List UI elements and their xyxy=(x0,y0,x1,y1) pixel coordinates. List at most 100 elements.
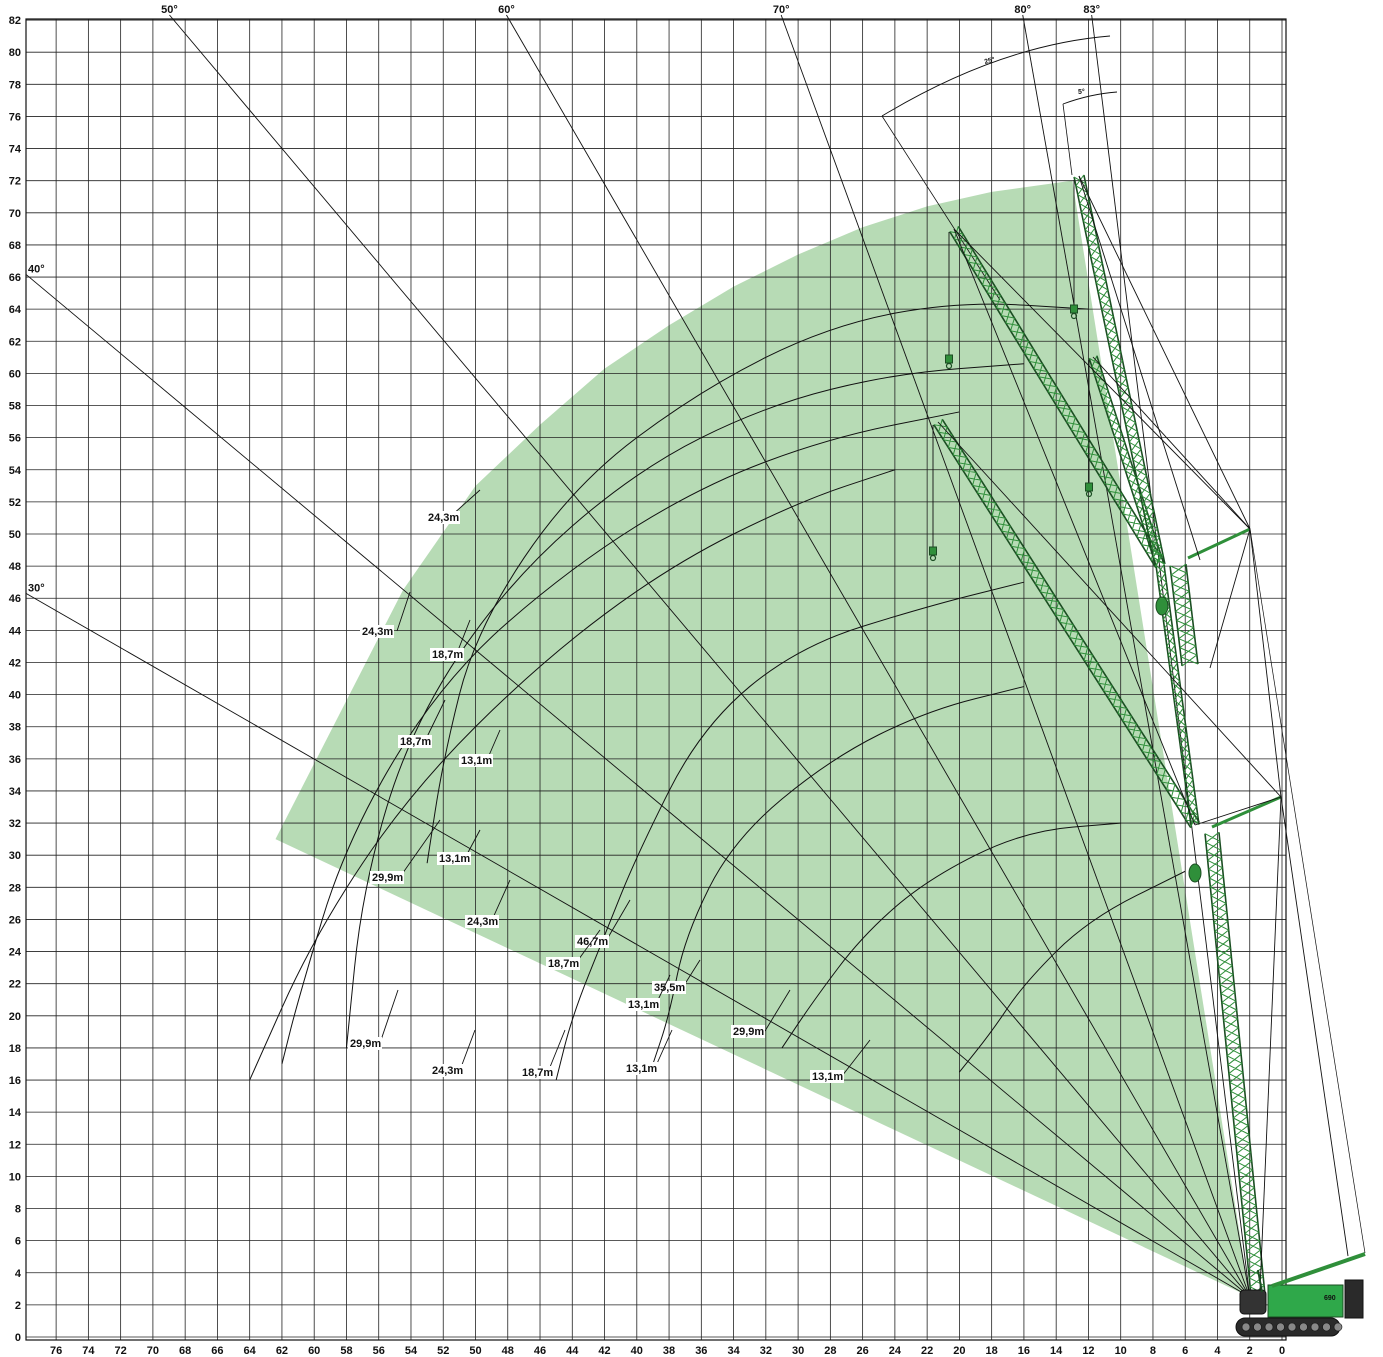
x-tick-label: 16 xyxy=(1018,1345,1030,1357)
y-tick-label: 50 xyxy=(9,529,21,541)
x-tick-label: 0 xyxy=(1279,1345,1285,1357)
curve-label-leader xyxy=(654,1029,673,1069)
plot-frame xyxy=(25,18,1287,1341)
lacing xyxy=(949,226,1165,568)
boom-length-label: 24,3m xyxy=(467,916,498,928)
offset-angle-label: 25° xyxy=(983,55,995,66)
boom-length-label: 18,7m xyxy=(400,736,431,748)
boom-angle-line xyxy=(780,14,1251,1298)
curve-label-bg xyxy=(360,625,394,638)
lacing xyxy=(1155,564,1200,826)
working-range-area xyxy=(275,180,1250,1297)
y-tick-label: 56 xyxy=(9,433,21,445)
y-tick-label: 76 xyxy=(9,111,21,123)
boom-length-label: 13,1m xyxy=(461,755,492,767)
main-boom xyxy=(1204,831,1266,1297)
y-tick-label: 24 xyxy=(9,947,22,959)
hook xyxy=(1070,312,1078,320)
guy-cable xyxy=(1078,175,1201,561)
y-tick-label: 54 xyxy=(9,465,22,477)
boom-length-label: 13,1m xyxy=(439,853,470,865)
hook xyxy=(1085,490,1093,498)
x-tick-label: 34 xyxy=(727,1345,740,1357)
x-tick-label: 8 xyxy=(1150,1345,1156,1357)
hook xyxy=(945,362,953,370)
y-tick-label: 0 xyxy=(15,1332,21,1344)
boom-length-label: 24,3m xyxy=(362,626,393,638)
guy-cable xyxy=(1194,796,1282,826)
y-tick-label: 82 xyxy=(9,15,21,27)
y-tick-label: 6 xyxy=(15,1236,21,1248)
main-hook-upper xyxy=(1155,596,1169,616)
y-tick-label: 34 xyxy=(9,786,22,798)
x-tick-label: 18 xyxy=(986,1345,998,1357)
luffing-jib-steep xyxy=(1088,355,1165,567)
y-tick-label: 14 xyxy=(9,1107,22,1119)
track-roller xyxy=(1310,1322,1320,1332)
y-tick-label: 8 xyxy=(15,1204,21,1216)
range-curve xyxy=(345,363,1024,1048)
main-hook-lower xyxy=(1188,863,1202,883)
y-tick-label: 32 xyxy=(9,818,21,830)
track-roller xyxy=(1299,1322,1308,1332)
guy-cable xyxy=(1092,356,1251,530)
boom-length-label: 18,7m xyxy=(522,1067,553,1079)
x-tick-label: 24 xyxy=(889,1345,902,1357)
x-tick-label: 62 xyxy=(276,1345,288,1357)
crawler-crane-base: 690 xyxy=(1235,1252,1366,1337)
lacing xyxy=(1073,174,1166,567)
y-tick-label: 74 xyxy=(9,144,22,156)
x-tick-label: 64 xyxy=(244,1345,257,1357)
x-tick-label: 12 xyxy=(1082,1345,1094,1357)
mast xyxy=(1271,1252,1366,1288)
x-tick-label: 2 xyxy=(1247,1345,1253,1357)
luffing-jib-top xyxy=(1073,174,1166,567)
curve-label-bg xyxy=(652,981,686,994)
y-tick-label: 16 xyxy=(9,1075,21,1087)
y-tick-label: 20 xyxy=(9,1011,21,1023)
x-tick-label: 30 xyxy=(792,1345,804,1357)
y-tick-label: 10 xyxy=(9,1171,21,1183)
curve-label-bg xyxy=(465,915,499,928)
hook-block xyxy=(929,546,937,556)
chord xyxy=(1185,563,1199,665)
curve-label-bg xyxy=(430,1064,464,1077)
curve-label-leader xyxy=(396,591,411,632)
y-tick-label: 48 xyxy=(9,561,21,573)
y-tick-label: 64 xyxy=(9,304,22,316)
x-tick-label: 42 xyxy=(598,1345,610,1357)
backstay-cable xyxy=(1280,796,1349,1257)
lacing xyxy=(933,419,1200,828)
boom-foot xyxy=(1257,1269,1263,1293)
y-tick-label: 28 xyxy=(9,882,21,894)
y-tick-label: 36 xyxy=(9,754,21,766)
hook-block xyxy=(1085,482,1093,492)
y-tick-label: 70 xyxy=(9,208,21,220)
counterweight xyxy=(1344,1279,1364,1319)
boom-length-label: 29,9m xyxy=(372,872,403,884)
offset-arc-5 xyxy=(1062,91,1118,105)
x-tick-label: 66 xyxy=(211,1345,223,1357)
range-curve xyxy=(652,686,1025,1065)
luffing-jib-mid xyxy=(949,225,1165,569)
x-tick-label: 4 xyxy=(1214,1345,1221,1357)
lacing xyxy=(1169,563,1199,667)
boom-angle-label: 83° xyxy=(1083,4,1100,16)
boom-length-label: 18,7m xyxy=(432,649,463,661)
x-tick-label: 60 xyxy=(308,1345,320,1357)
y-tick-label: 38 xyxy=(9,722,21,734)
hook-block-1 xyxy=(929,546,937,562)
y-tick-label: 26 xyxy=(9,914,21,926)
guy-cable xyxy=(953,228,1251,530)
y-tick-label: 2 xyxy=(15,1300,21,1312)
curve-label-leader xyxy=(399,819,441,878)
x-tick-label: 74 xyxy=(82,1345,95,1357)
boom-length-label: 18,7m xyxy=(548,958,579,970)
guy-cable xyxy=(1259,796,1282,1291)
curve-label-leader xyxy=(456,619,471,654)
x-tick-label: 10 xyxy=(1115,1345,1127,1357)
curve-label-leader xyxy=(547,1029,566,1073)
track-roller xyxy=(1264,1322,1274,1332)
luffing-jib-low xyxy=(933,418,1200,829)
